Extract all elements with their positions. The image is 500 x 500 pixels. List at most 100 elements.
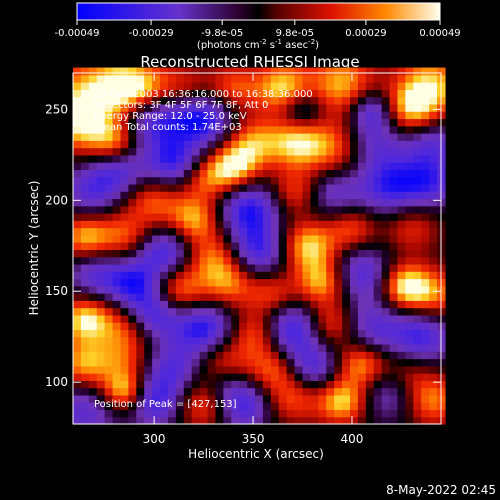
heatmap-cell xyxy=(278,133,288,141)
x-tick-label: 350 xyxy=(242,432,265,446)
heatmap-cell xyxy=(262,343,272,352)
heatmap-cell xyxy=(255,242,264,251)
heatmap-cell xyxy=(294,74,304,83)
heatmap-cell xyxy=(349,96,359,105)
heatmap-cell xyxy=(199,314,209,323)
heatmap-cell xyxy=(223,234,232,243)
heatmap-cell xyxy=(215,285,224,294)
heatmap-cell xyxy=(381,103,391,112)
heatmap-cell xyxy=(365,125,375,134)
heatmap-cell xyxy=(144,322,153,331)
heatmap-cell xyxy=(128,387,137,396)
heatmap-cell xyxy=(104,111,114,120)
heatmap-cell xyxy=(144,82,153,90)
heatmap-cell xyxy=(223,162,232,170)
heatmap-cell xyxy=(152,227,161,236)
heatmap-cell xyxy=(278,278,288,287)
heatmap-cell xyxy=(373,118,383,127)
heatmap-cell xyxy=(215,234,224,243)
heatmap-cell xyxy=(73,394,82,403)
heatmap-cell xyxy=(207,96,217,105)
heatmap-cell xyxy=(397,402,406,411)
heatmap-cell xyxy=(120,213,129,221)
heatmap-cell xyxy=(270,147,280,156)
heatmap-cell xyxy=(247,147,256,156)
heatmap-cell xyxy=(349,329,359,338)
heatmap-cell xyxy=(215,242,224,251)
heatmap-cell xyxy=(231,380,240,389)
heatmap-cell xyxy=(365,394,375,403)
heatmap-cell xyxy=(73,133,82,141)
heatmap-cell xyxy=(167,133,177,141)
heatmap-cell xyxy=(215,256,224,265)
heatmap-cell xyxy=(373,322,383,331)
heatmap-cell xyxy=(334,314,343,323)
heatmap-cell xyxy=(255,285,264,294)
heatmap-cell xyxy=(365,314,375,323)
heatmap-cell xyxy=(152,271,161,280)
heatmap-cell xyxy=(381,205,391,214)
heatmap-cell xyxy=(310,416,319,425)
heatmap-cell xyxy=(175,416,185,425)
heatmap-cell xyxy=(223,293,232,301)
heatmap-cell xyxy=(167,169,177,178)
heatmap-cell xyxy=(326,329,335,338)
heatmap-cell xyxy=(278,387,288,396)
heatmap-cell xyxy=(429,234,438,243)
heatmap-cell xyxy=(389,300,399,309)
heatmap-cell xyxy=(278,300,288,309)
heatmap-cell xyxy=(365,358,375,367)
heatmap-cell xyxy=(302,140,312,149)
heatmap-cell xyxy=(215,394,224,403)
heatmap-cell xyxy=(120,329,129,338)
heatmap-cell xyxy=(342,278,351,287)
heatmap-cell xyxy=(104,125,114,134)
heatmap-cell xyxy=(429,242,438,251)
heatmap-cell xyxy=(207,249,217,258)
heatmap-cell xyxy=(318,147,327,156)
heatmap-cell xyxy=(104,205,114,214)
heatmap-cell xyxy=(389,329,399,338)
heatmap-cell xyxy=(270,402,280,411)
heatmap-cell xyxy=(413,402,422,411)
heatmap-cell xyxy=(262,394,272,403)
heatmap-cell xyxy=(207,103,217,112)
heatmap-cell xyxy=(128,271,137,280)
heatmap-cell xyxy=(413,227,422,236)
heatmap-cell xyxy=(365,329,375,338)
heatmap-cell xyxy=(397,213,406,221)
heatmap-cell xyxy=(357,402,367,411)
heatmap-cell xyxy=(207,416,217,425)
heatmap-cell xyxy=(199,140,209,149)
heatmap-cell xyxy=(112,394,122,403)
heatmap-cell xyxy=(167,74,177,83)
heatmap-cell xyxy=(199,162,209,170)
heatmap-cell xyxy=(231,198,240,207)
heatmap-cell xyxy=(136,285,145,294)
heatmap-cell xyxy=(286,205,296,214)
heatmap-cell xyxy=(136,336,145,345)
heatmap-cell xyxy=(128,169,137,178)
heatmap-cell xyxy=(342,183,351,192)
heatmap-cell xyxy=(413,343,422,352)
heatmap-cell xyxy=(73,256,82,265)
heatmap-cell xyxy=(152,409,161,418)
heatmap-cell xyxy=(128,82,137,90)
heatmap-cell xyxy=(413,103,422,112)
heatmap-cell xyxy=(167,234,177,243)
heatmap-cell xyxy=(88,96,98,105)
colorbar-tick-label: -0.00049 xyxy=(55,28,100,39)
heatmap-cell xyxy=(207,322,217,331)
heatmap-cell xyxy=(286,176,296,185)
heatmap-cell xyxy=(120,67,129,76)
heatmap-cell xyxy=(160,416,169,425)
heatmap-cell xyxy=(373,154,383,163)
heatmap-cell xyxy=(302,402,312,411)
heatmap-cell xyxy=(167,198,177,207)
heatmap-cell xyxy=(207,336,217,345)
heatmap-cell xyxy=(128,125,137,134)
heatmap-cell xyxy=(302,118,312,127)
heatmap-cell xyxy=(120,307,129,316)
heatmap-cell xyxy=(373,213,383,221)
